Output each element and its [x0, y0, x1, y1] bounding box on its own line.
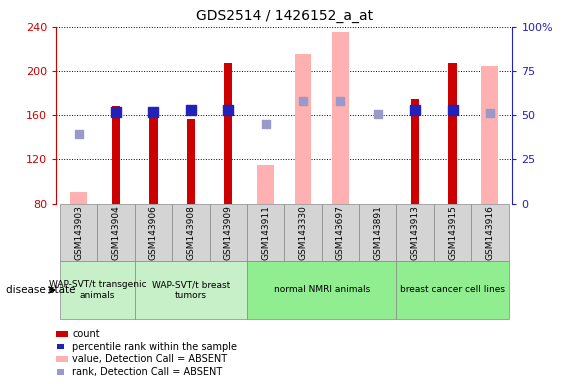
Bar — [448, 63, 457, 204]
Text: count: count — [72, 329, 100, 339]
Bar — [187, 119, 195, 204]
Text: disease state: disease state — [6, 285, 75, 295]
Text: GSM143908: GSM143908 — [186, 205, 195, 260]
Point — [149, 109, 158, 115]
FancyBboxPatch shape — [135, 261, 247, 319]
Point — [485, 110, 494, 116]
Text: GSM143909: GSM143909 — [224, 205, 233, 260]
FancyBboxPatch shape — [434, 204, 471, 261]
Bar — [257, 165, 274, 204]
FancyBboxPatch shape — [247, 204, 284, 261]
FancyBboxPatch shape — [471, 204, 508, 261]
Bar — [70, 192, 87, 204]
FancyBboxPatch shape — [135, 204, 172, 261]
Text: value, Detection Call = ABSENT: value, Detection Call = ABSENT — [72, 354, 227, 364]
FancyBboxPatch shape — [247, 261, 396, 319]
Text: GSM143891: GSM143891 — [373, 205, 382, 260]
Text: GSM143915: GSM143915 — [448, 205, 457, 260]
FancyBboxPatch shape — [396, 261, 508, 319]
FancyBboxPatch shape — [60, 204, 97, 261]
Point — [336, 98, 345, 104]
Bar — [294, 55, 311, 204]
Point — [373, 111, 382, 117]
FancyBboxPatch shape — [321, 204, 359, 261]
Text: normal NMRI animals: normal NMRI animals — [274, 285, 370, 295]
Bar — [332, 32, 349, 204]
Text: GSM143904: GSM143904 — [111, 205, 120, 260]
Point — [111, 109, 120, 115]
Text: breast cancer cell lines: breast cancer cell lines — [400, 285, 505, 295]
Text: GSM143913: GSM143913 — [410, 205, 419, 260]
FancyBboxPatch shape — [172, 204, 209, 261]
Text: percentile rank within the sample: percentile rank within the sample — [72, 342, 237, 352]
Bar — [149, 110, 158, 204]
FancyBboxPatch shape — [284, 204, 321, 261]
Point — [261, 121, 270, 127]
FancyBboxPatch shape — [60, 261, 135, 319]
FancyBboxPatch shape — [359, 204, 396, 261]
Bar — [224, 63, 233, 204]
Title: GDS2514 / 1426152_a_at: GDS2514 / 1426152_a_at — [196, 9, 373, 23]
Text: GSM143330: GSM143330 — [298, 205, 307, 260]
Text: GSM143916: GSM143916 — [485, 205, 494, 260]
Text: GSM143697: GSM143697 — [336, 205, 345, 260]
Text: WAP-SVT/t breast
tumors: WAP-SVT/t breast tumors — [152, 280, 230, 300]
Point — [186, 107, 195, 113]
FancyBboxPatch shape — [209, 204, 247, 261]
Point — [448, 107, 457, 113]
Point — [74, 131, 83, 137]
Text: GSM143903: GSM143903 — [74, 205, 83, 260]
Point — [410, 107, 419, 113]
Text: WAP-SVT/t transgenic
animals: WAP-SVT/t transgenic animals — [48, 280, 146, 300]
Text: GSM143911: GSM143911 — [261, 205, 270, 260]
Point — [224, 107, 233, 113]
FancyBboxPatch shape — [396, 204, 434, 261]
Text: rank, Detection Call = ABSENT: rank, Detection Call = ABSENT — [72, 367, 222, 377]
Bar — [481, 66, 498, 204]
FancyBboxPatch shape — [97, 204, 135, 261]
Point — [298, 98, 307, 104]
Bar — [411, 99, 419, 204]
Text: GSM143906: GSM143906 — [149, 205, 158, 260]
Bar — [112, 106, 120, 204]
